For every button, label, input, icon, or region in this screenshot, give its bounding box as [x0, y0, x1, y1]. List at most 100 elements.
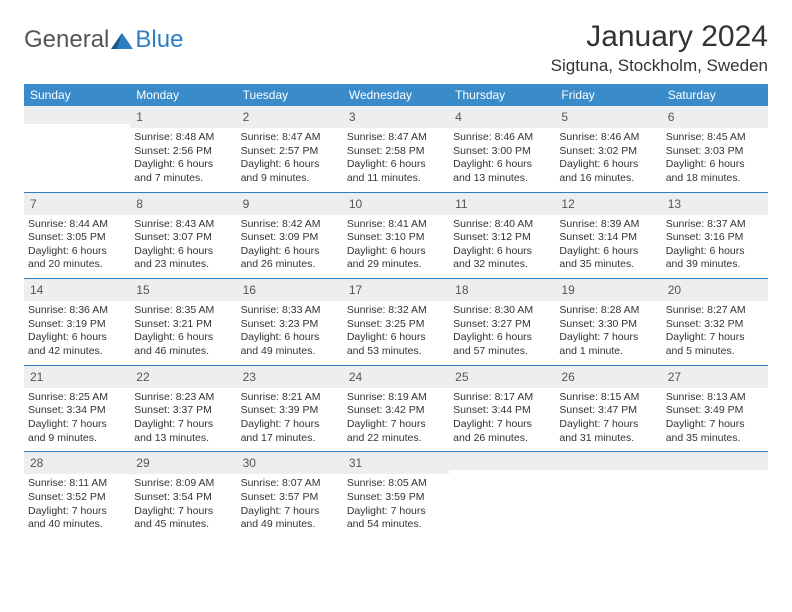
daylight-text: Daylight: 7 hours and 31 minutes.	[559, 418, 657, 445]
dayname-tuesday: Tuesday	[237, 84, 343, 106]
calendar-cell: 12 Sunrise: 8:39 AMSunset: 3:14 PMDayligh…	[555, 193, 661, 279]
daynum-row: 29	[130, 452, 236, 474]
sunrise-text: Sunrise: 8:11 AM	[28, 477, 126, 491]
calendar-week: 1Sunrise: 8:48 AMSunset: 2:56 PMDaylight…	[24, 106, 768, 193]
calendar-cell	[662, 452, 768, 538]
sunset-text: Sunset: 3:42 PM	[347, 404, 445, 418]
day-number: 10	[349, 197, 362, 211]
sunrise-text: Sunrise: 8:44 AM	[28, 218, 126, 232]
daynum-row: 18	[449, 279, 555, 301]
daylight-text: Daylight: 7 hours and 9 minutes.	[28, 418, 126, 445]
day-number: 29	[136, 456, 149, 470]
sunrise-text: Sunrise: 8:40 AM	[453, 218, 551, 232]
day-number: 20	[668, 283, 681, 297]
day-info: Sunrise: 8:05 AMSunset: 3:59 PMDaylight:…	[347, 477, 445, 532]
sunset-text: Sunset: 3:21 PM	[134, 318, 232, 332]
header: General Blue January 2024 Sigtuna, Stock…	[24, 20, 768, 76]
sunrise-text: Sunrise: 8:27 AM	[666, 304, 764, 318]
daynum-row: 31	[343, 452, 449, 474]
dayname-wednesday: Wednesday	[343, 84, 449, 106]
day-info: Sunrise: 8:07 AMSunset: 3:57 PMDaylight:…	[241, 477, 339, 532]
day-number: 31	[349, 456, 362, 470]
daynum-row: 19	[555, 279, 661, 301]
sunrise-text: Sunrise: 8:41 AM	[347, 218, 445, 232]
day-number: 12	[561, 197, 574, 211]
sunset-text: Sunset: 3:57 PM	[241, 491, 339, 505]
day-info: Sunrise: 8:23 AMSunset: 3:37 PMDaylight:…	[134, 391, 232, 446]
daylight-text: Daylight: 7 hours and 13 minutes.	[134, 418, 232, 445]
day-info: Sunrise: 8:40 AMSunset: 3:12 PMDaylight:…	[453, 218, 551, 273]
day-number: 30	[243, 456, 256, 470]
daynum-row	[449, 452, 555, 470]
logo-text-general: General	[24, 26, 109, 54]
calendar-cell: 21Sunrise: 8:25 AMSunset: 3:34 PMDayligh…	[24, 366, 130, 452]
calendar-cell: 31 Sunrise: 8:05 AMSunset: 3:59 PMDayligh…	[343, 452, 449, 538]
sunrise-text: Sunrise: 8:05 AM	[347, 477, 445, 491]
day-info: Sunrise: 8:39 AMSunset: 3:14 PMDaylight:…	[559, 218, 657, 273]
sunset-text: Sunset: 3:25 PM	[347, 318, 445, 332]
sunset-text: Sunset: 3:10 PM	[347, 231, 445, 245]
daynum-row	[662, 452, 768, 470]
daylight-text: Daylight: 6 hours and 11 minutes.	[347, 158, 445, 185]
logo-mark-icon	[111, 31, 133, 49]
calendar-cell: 17Sunrise: 8:32 AMSunset: 3:25 PMDayligh…	[343, 279, 449, 365]
calendar-cell: 15Sunrise: 8:35 AMSunset: 3:21 PMDayligh…	[130, 279, 236, 365]
sunset-text: Sunset: 3:12 PM	[453, 231, 551, 245]
calendar-cell: 4Sunrise: 8:46 AMSunset: 3:00 PMDaylight…	[449, 106, 555, 192]
calendar-cell: 18Sunrise: 8:30 AMSunset: 3:27 PMDayligh…	[449, 279, 555, 365]
calendar-week: 7Sunrise: 8:44 AMSunset: 3:05 PMDaylight…	[24, 193, 768, 280]
daylight-text: Daylight: 6 hours and 18 minutes.	[666, 158, 764, 185]
sunset-text: Sunset: 3:32 PM	[666, 318, 764, 332]
sunrise-text: Sunrise: 8:19 AM	[347, 391, 445, 405]
calendar-cell: 1Sunrise: 8:48 AMSunset: 2:56 PMDaylight…	[130, 106, 236, 192]
day-number: 9	[243, 197, 250, 211]
dayname-monday: Monday	[130, 84, 236, 106]
daynum-row	[555, 452, 661, 470]
daylight-text: Daylight: 7 hours and 1 minute.	[559, 331, 657, 358]
sunset-text: Sunset: 3:00 PM	[453, 145, 551, 159]
sunset-text: Sunset: 3:47 PM	[559, 404, 657, 418]
daylight-text: Daylight: 7 hours and 26 minutes.	[453, 418, 551, 445]
day-number: 19	[561, 283, 574, 297]
sunset-text: Sunset: 3:52 PM	[28, 491, 126, 505]
daynum-row: 25	[449, 366, 555, 388]
daylight-text: Daylight: 7 hours and 22 minutes.	[347, 418, 445, 445]
daynum-row: 26	[555, 366, 661, 388]
sunrise-text: Sunrise: 8:43 AM	[134, 218, 232, 232]
sunrise-text: Sunrise: 8:07 AM	[241, 477, 339, 491]
daynum-row: 23	[237, 366, 343, 388]
day-number: 7	[30, 197, 37, 211]
sunset-text: Sunset: 3:54 PM	[134, 491, 232, 505]
calendar-cell: 13Sunrise: 8:37 AMSunset: 3:16 PMDayligh…	[662, 193, 768, 279]
sunset-text: Sunset: 3:14 PM	[559, 231, 657, 245]
sunset-text: Sunset: 3:02 PM	[559, 145, 657, 159]
sunset-text: Sunset: 2:56 PM	[134, 145, 232, 159]
daynum-row: 17	[343, 279, 449, 301]
daynum-row: 21	[24, 366, 130, 388]
daynum-row: 2	[237, 106, 343, 128]
sunrise-text: Sunrise: 8:48 AM	[134, 131, 232, 145]
dayname-friday: Friday	[555, 84, 661, 106]
calendar-cell: 19Sunrise: 8:28 AMSunset: 3:30 PMDayligh…	[555, 279, 661, 365]
location: Sigtuna, Stockholm, Sweden	[551, 56, 768, 76]
daynum-row: 6	[662, 106, 768, 128]
day-info: Sunrise: 8:19 AMSunset: 3:42 PMDaylight:…	[347, 391, 445, 446]
day-number: 8	[136, 197, 143, 211]
calendar-cell: 8Sunrise: 8:43 AMSunset: 3:07 PMDaylight…	[130, 193, 236, 279]
sunrise-text: Sunrise: 8:37 AM	[666, 218, 764, 232]
sunrise-text: Sunrise: 8:47 AM	[347, 131, 445, 145]
calendar-cell: 7Sunrise: 8:44 AMSunset: 3:05 PMDaylight…	[24, 193, 130, 279]
sunrise-text: Sunrise: 8:45 AM	[666, 131, 764, 145]
dayname-sunday: Sunday	[24, 84, 130, 106]
calendar-cell: 10Sunrise: 8:41 AMSunset: 3:10 PMDayligh…	[343, 193, 449, 279]
calendar-cell: 3Sunrise: 8:47 AMSunset: 2:58 PMDaylight…	[343, 106, 449, 192]
day-info: Sunrise: 8:09 AMSunset: 3:54 PMDaylight:…	[134, 477, 232, 532]
calendar-cell: 14Sunrise: 8:36 AMSunset: 3:19 PMDayligh…	[24, 279, 130, 365]
daynum-row: 15	[130, 279, 236, 301]
daylight-text: Daylight: 7 hours and 17 minutes.	[241, 418, 339, 445]
day-info: Sunrise: 8:21 AMSunset: 3:39 PMDaylight:…	[241, 391, 339, 446]
daynum-row: 9	[237, 193, 343, 215]
day-number: 28	[30, 456, 43, 470]
daynum-row: 30	[237, 452, 343, 474]
day-info: Sunrise: 8:27 AMSunset: 3:32 PMDaylight:…	[666, 304, 764, 359]
